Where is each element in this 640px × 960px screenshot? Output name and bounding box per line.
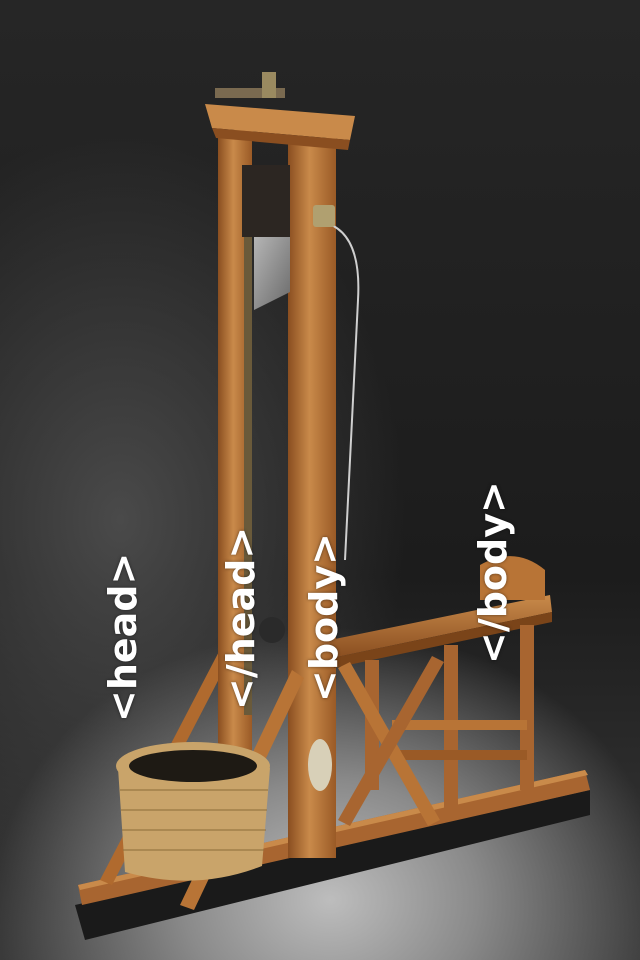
- blade-weight: [242, 165, 290, 237]
- lunette: [259, 617, 285, 643]
- upright-front: [288, 138, 336, 858]
- head-close-label: </head>: [219, 526, 263, 710]
- base-plinth: [75, 790, 590, 940]
- basket: [118, 768, 270, 881]
- blade: [254, 237, 290, 310]
- body-open-label: <body>: [302, 533, 346, 702]
- body-close-label: </body>: [471, 481, 515, 664]
- bascule-plank: [330, 595, 552, 658]
- plank-headboard: [480, 556, 545, 600]
- top-crossbeam: [205, 104, 355, 140]
- head-open-label: <head>: [101, 552, 145, 722]
